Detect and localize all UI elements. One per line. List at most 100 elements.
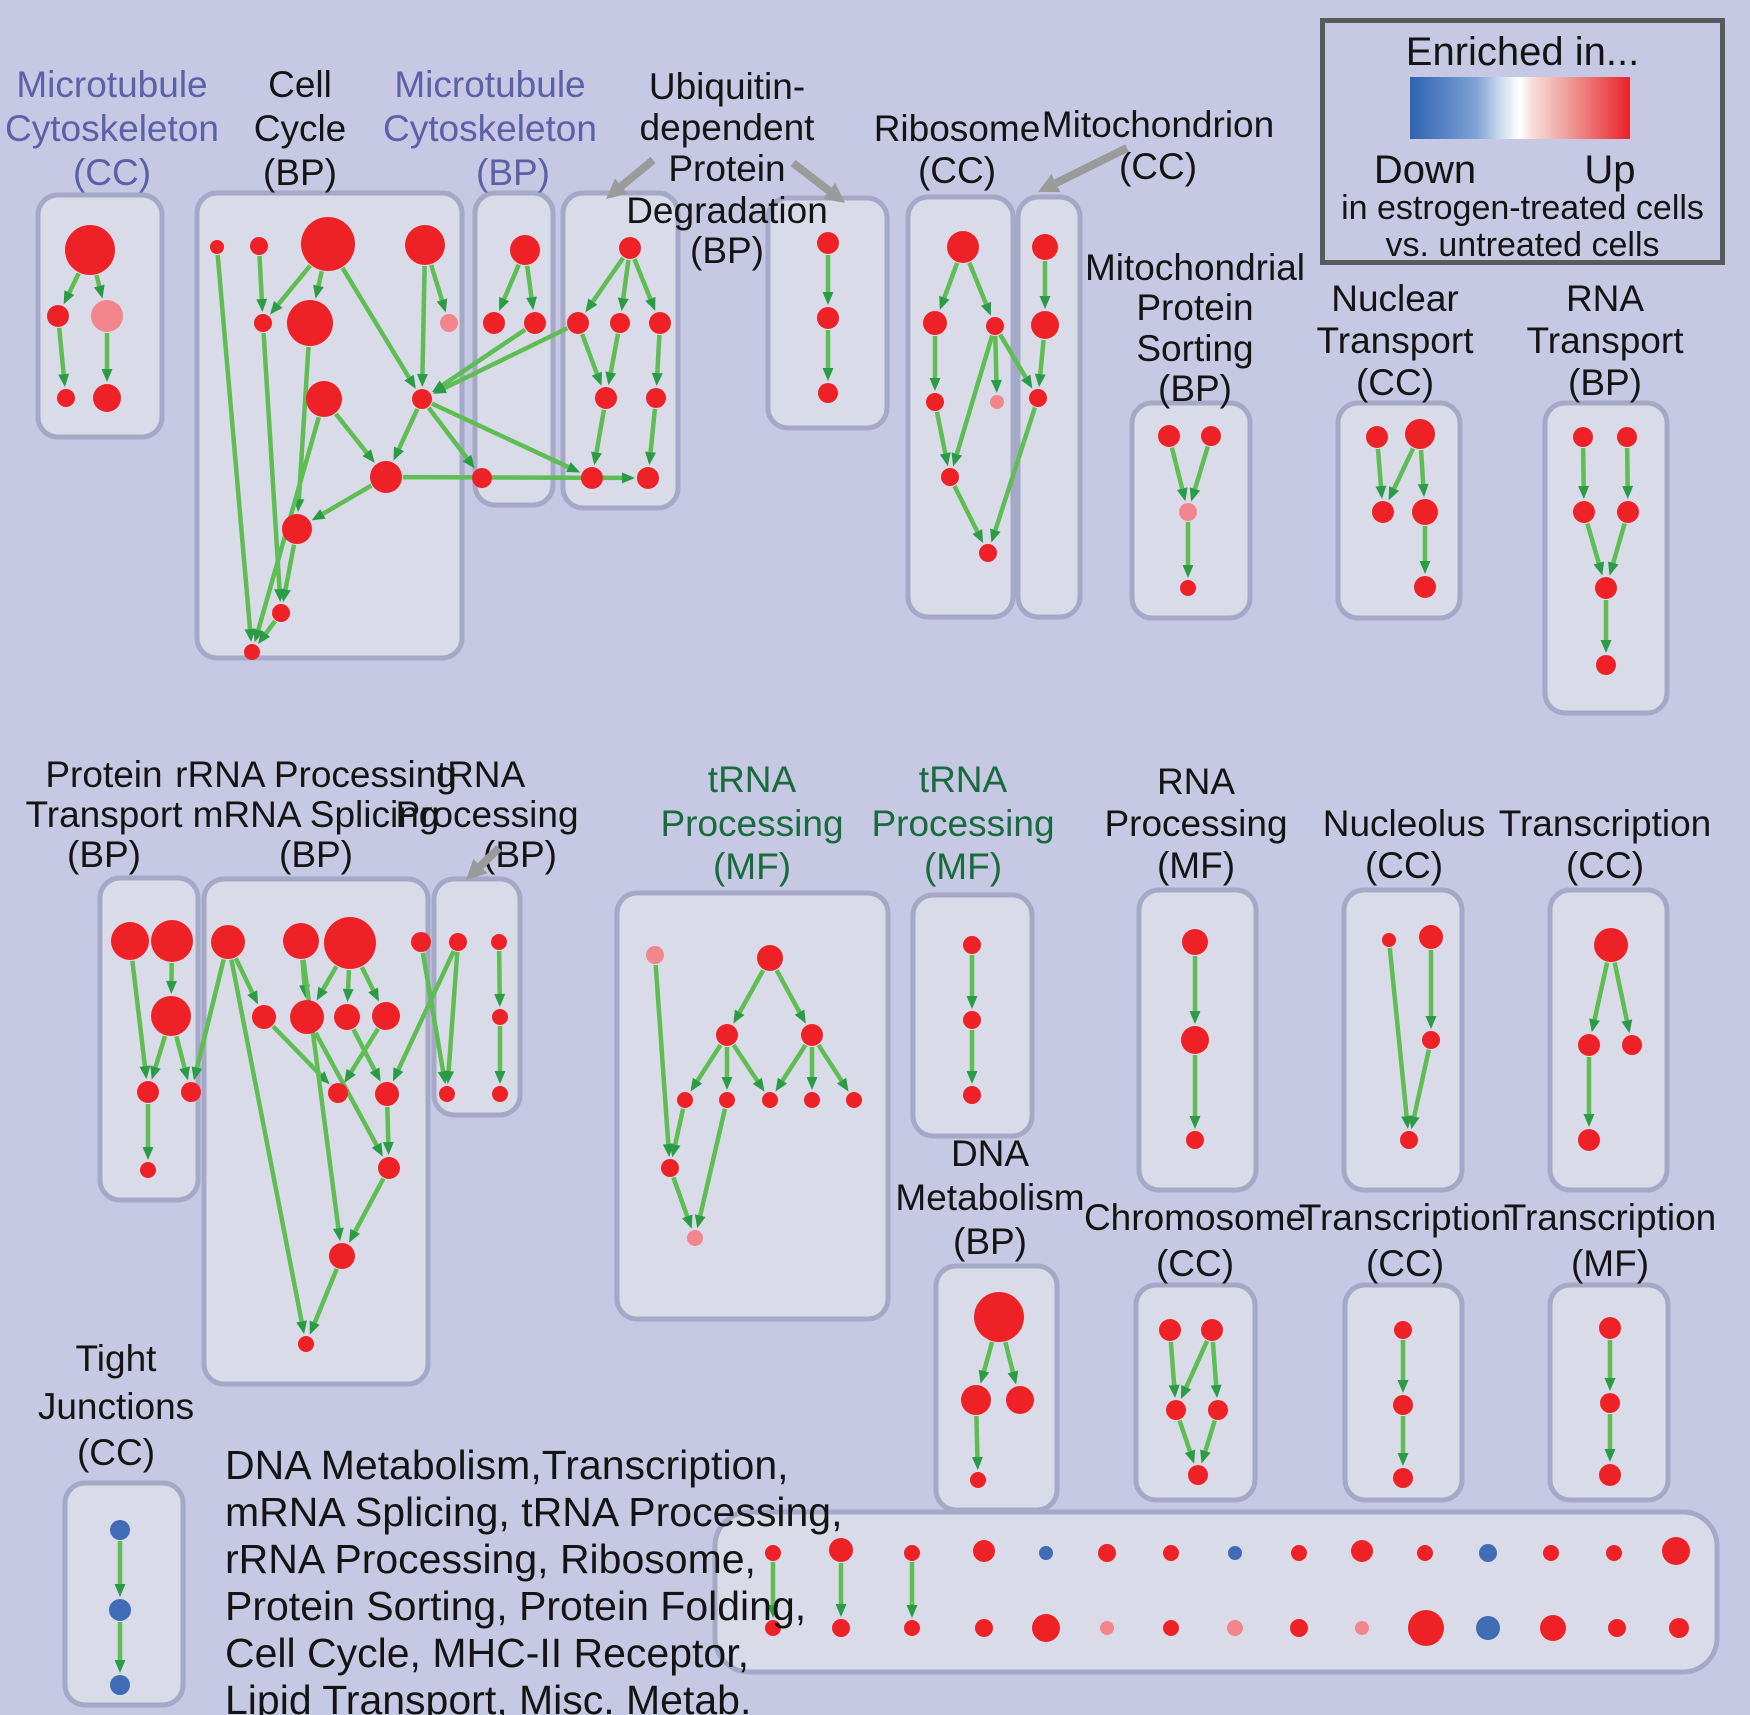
relation-edge-arrowhead [690,1077,703,1092]
layer-cluster-boxes [35,190,1720,1708]
legend-caption-line2: vs. untreated cells [1385,226,1660,264]
relation-edge [655,334,662,374]
relation-edge [1418,449,1426,485]
go-term-node [846,1092,862,1108]
relation-edge [993,335,999,381]
go-term-node [1617,427,1637,447]
go-term-node [1479,1544,1497,1562]
relation-edge-arrowhead [1600,640,1612,653]
go-term-node [595,387,617,409]
go-term-node [637,467,659,489]
go-term-node [567,312,589,334]
go-term-node [1393,1468,1413,1488]
relation-edge-arrowhead [645,296,656,311]
go-term-node [1351,1540,1373,1562]
relation-edge [316,270,324,287]
go-term-node [370,461,402,493]
relation-edge-arrowhead [966,996,978,1009]
relation-edge [443,326,569,391]
go-term-node [1163,1545,1179,1561]
relation-edge [351,1028,377,1072]
relation-edge [698,1108,728,1217]
cluster-label-line: (CC) [1119,146,1197,187]
relation-edge [590,256,626,303]
cluster-label-line: (BP) [1158,368,1232,409]
go-term-node [757,945,783,971]
cluster-label-line: Tight [76,1338,158,1379]
go-term-node [719,1092,735,1108]
relation-edge-arrowhead [1397,1453,1409,1466]
go-term-node [610,313,630,333]
relation-edge-arrowhead [1578,485,1590,500]
relation-edge-arrowhead [1184,1449,1196,1464]
cluster-label-line: RNA [1566,278,1644,319]
cluster-label-line: (BP) [263,152,337,193]
relation-edge-arrowhead [806,1077,818,1090]
relation-edge [608,333,621,373]
cluster-label-line: Transcription [1504,1197,1716,1238]
cluster-label-line: Metabolism [895,1177,1084,1218]
go-term-node [1039,1546,1053,1560]
relation-edge-arrowhead [296,1320,308,1335]
go-term-node [1158,425,1180,447]
go-term-node [1400,1131,1418,1149]
cluster-label-ribosome-cc: Ribosome(CC) [874,108,1041,191]
go-term-node [818,383,838,403]
relation-edge-arrowhead [1593,561,1605,576]
go-term-node [947,231,979,263]
relation-edge [1210,1341,1219,1386]
relation-edge-arrowhead [179,1066,190,1081]
go-term-node [111,922,149,960]
cluster-label-line: (CC) [1356,362,1434,403]
cluster-box-rrna-processing-mrna-splicing-bp [201,876,431,1387]
go-term-node [1617,501,1639,523]
go-term-node [817,232,839,254]
relation-edge [998,333,1028,379]
arrow-to-mitochondrion-box [1054,144,1129,187]
go-term-node [378,1157,400,1179]
cluster-label-tight-junctions-cc: Tight Junctions (CC) [38,1338,194,1473]
go-term-node [1606,1545,1622,1561]
cluster-label-line: mRNA Splicing [193,794,440,835]
relation-edge-arrowhead [585,298,598,313]
relation-edge [1375,448,1384,487]
go-term-node [762,1092,778,1108]
relation-edge-arrowhead [645,451,657,466]
relation-edge-arrowhead [494,1071,506,1084]
cluster-box-transcription-mf [1547,1282,1671,1503]
go-term-node [1594,928,1628,962]
go-term-node [244,644,260,660]
relation-edge [94,274,102,287]
relation-edge-arrowhead [951,452,963,467]
cluster-label-line: Transport [1527,320,1685,361]
go-term-node [765,1545,781,1561]
go-term-node [298,1336,314,1352]
relation-edge-arrowhead [1419,561,1431,574]
relation-edge [396,408,420,450]
go-term-node [804,1092,820,1108]
cluster-label-line: Processing [660,803,843,844]
relation-edge [429,264,445,301]
go-term-node [1662,1537,1690,1565]
cluster-label-line: Cytoskeleton [5,108,219,149]
relation-edge [1585,522,1601,564]
arrow-to-trna-bp-box-head [466,858,488,880]
cluster-label-transcription-mf: Transcription (MF) [1504,1197,1716,1284]
relation-edge-arrowhead [1180,1384,1192,1400]
relation-edge-arrowhead [1176,487,1188,502]
go-term-node [137,1081,159,1103]
relation-edge [321,965,339,991]
relation-edge-arrowhead [836,1077,849,1092]
go-term-node [110,1675,130,1695]
cluster-box-tight-junctions-cc [62,1480,186,1708]
relation-edge [942,262,960,299]
relation-edge-arrowhead [309,1320,320,1335]
relation-edge-arrowhead [822,292,834,305]
go-term-node [649,312,671,334]
relation-edge [653,964,671,1145]
go-term-node [1540,1615,1566,1641]
